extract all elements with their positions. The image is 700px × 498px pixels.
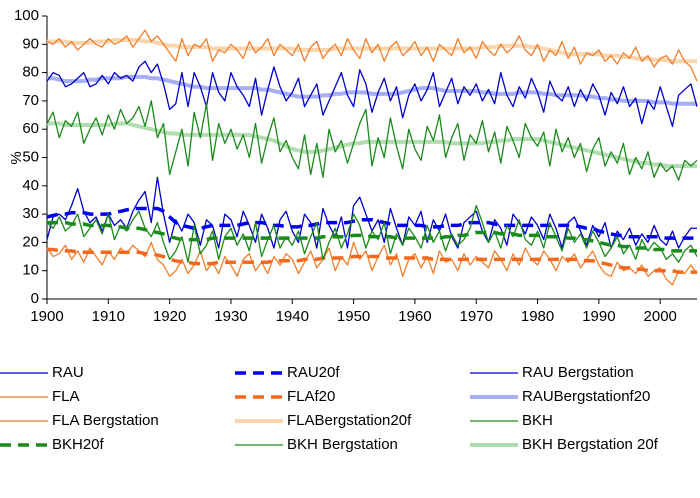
series-line <box>47 121 697 168</box>
x-tick-label: 1940 <box>276 308 309 325</box>
series-line <box>46 29 698 82</box>
x-tick-label: 1910 <box>92 308 125 325</box>
y-tick-label: 50 <box>22 148 39 165</box>
legend-label: RAU Bergstation <box>522 364 634 381</box>
y-axis-label: % <box>8 151 25 164</box>
legend-label: RAU20f <box>287 364 340 381</box>
y-tick-label: 20 <box>22 233 39 250</box>
series-line <box>46 60 698 128</box>
series-line <box>46 206 697 240</box>
x-tick-label: 1920 <box>153 308 186 325</box>
x-tick-label: 1930 <box>214 308 247 325</box>
series-line <box>46 100 698 181</box>
series-line <box>46 204 698 263</box>
x-tick-label: 1970 <box>460 308 493 325</box>
series-line <box>46 241 698 286</box>
legend-label: BKH Bergstation 20f <box>522 436 659 453</box>
x-tick-label: 2000 <box>644 308 677 325</box>
legend-label: BKH <box>522 412 553 429</box>
x-tick-label: 1980 <box>521 308 554 325</box>
x-tick-label: 1990 <box>582 308 615 325</box>
legend-label: RAUBergstationf20 <box>522 388 650 405</box>
y-tick-label: 0 <box>31 290 39 307</box>
series-line <box>47 220 697 253</box>
y-tick-label: 30 <box>22 205 39 222</box>
legend-label: FLA <box>52 388 80 405</box>
y-tick-label: 80 <box>22 64 39 81</box>
series-line <box>47 74 697 106</box>
legend-label: FLAf20 <box>287 388 335 405</box>
y-tick-label: 40 <box>22 177 39 194</box>
legend-label: RAU <box>52 364 84 381</box>
legend-label: FLABergstation20f <box>287 412 412 429</box>
y-tick-label: 10 <box>22 262 39 279</box>
y-tick-label: 70 <box>22 92 39 109</box>
legend-label: BKH20f <box>52 436 105 453</box>
legend-label: FLA Bergstation <box>52 412 159 429</box>
y-tick-label: 60 <box>22 120 39 137</box>
series-line <box>47 247 697 274</box>
x-tick-label: 1950 <box>337 308 370 325</box>
x-tick-label: 1960 <box>398 308 431 325</box>
y-tick-label: 100 <box>14 7 39 24</box>
y-tick-label: 90 <box>22 35 39 52</box>
legend-label: BKH Bergstation <box>287 436 398 453</box>
x-tick-label: 1900 <box>30 308 63 325</box>
